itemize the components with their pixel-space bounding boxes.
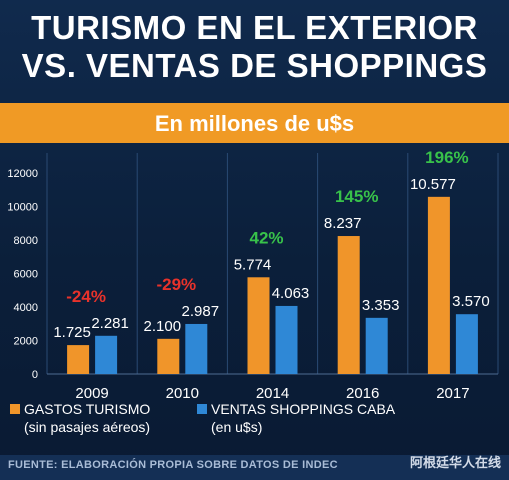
legend-swatch-gastos — [10, 404, 20, 414]
data-label: 8.237 — [324, 215, 362, 232]
bar-gastos-turismo — [427, 196, 450, 374]
bar-gastos-turismo — [157, 338, 180, 374]
x-tick-label: 2014 — [256, 385, 289, 402]
data-label: 10.577 — [410, 176, 456, 193]
legend-swatch-ventas — [197, 404, 207, 414]
y-tick-label: 10000 — [7, 202, 38, 214]
data-label: 4.063 — [272, 285, 310, 302]
data-label: 5.774 — [234, 256, 272, 273]
percent-change-annotation: -24% — [66, 287, 106, 306]
data-label: 2.100 — [144, 318, 182, 335]
y-tick-label: 4000 — [14, 302, 38, 314]
bar-gastos-turismo — [337, 236, 360, 374]
data-label: 1.725 — [53, 324, 91, 341]
chart-subtitle: En millones de u$s — [154, 111, 355, 136]
data-label: 3.353 — [362, 297, 400, 314]
percent-change-annotation: -29% — [156, 275, 196, 294]
bar-gastos-turismo — [67, 345, 90, 374]
source-note: FUENTE: ELABORACIÓN PROPIA SOBRE DATOS D… — [8, 459, 338, 471]
x-tick-label: 2016 — [346, 385, 379, 402]
x-tick-label: 2017 — [436, 385, 469, 402]
legend-note-gastos: (sin pasajes aéreos) — [24, 419, 151, 435]
x-tick-label: 2009 — [75, 385, 108, 402]
subtitle-band — [0, 103, 509, 143]
y-tick-label: 8000 — [14, 235, 38, 247]
legend-note-ventas: (en u$s) — [211, 419, 263, 435]
bar-ventas-shoppings — [185, 323, 208, 374]
data-label: 2.281 — [91, 315, 129, 332]
bar-ventas-shoppings — [365, 317, 388, 374]
legend-label-ventas: VENTAS SHOPPINGS CABA — [211, 401, 396, 417]
percent-change-annotation: 196% — [425, 148, 468, 167]
data-label: 3.570 — [452, 293, 490, 310]
y-tick-label: 0 — [32, 369, 38, 381]
source-bar — [0, 455, 509, 480]
x-tick-label: 2010 — [166, 385, 199, 402]
chart-title-line2: VS. VENTAS DE SHOPPINGS — [21, 47, 488, 84]
y-tick-label: 6000 — [14, 269, 38, 281]
bar-ventas-shoppings — [275, 305, 298, 374]
data-label: 2.987 — [182, 303, 220, 320]
chart-title-line1: TURISMO EN EL EXTERIOR — [31, 9, 478, 46]
bar-gastos-turismo — [247, 277, 270, 374]
watermark: 阿根廷华人在线 — [409, 455, 501, 470]
y-tick-label: 2000 — [14, 336, 38, 348]
bar-ventas-shoppings — [455, 314, 478, 374]
legend-label-gastos: GASTOS TURISMO — [24, 401, 151, 417]
bar-ventas-shoppings — [95, 335, 118, 374]
percent-change-annotation: 145% — [335, 187, 378, 206]
y-tick-label: 12000 — [7, 168, 38, 180]
percent-change-annotation: 42% — [249, 228, 283, 247]
